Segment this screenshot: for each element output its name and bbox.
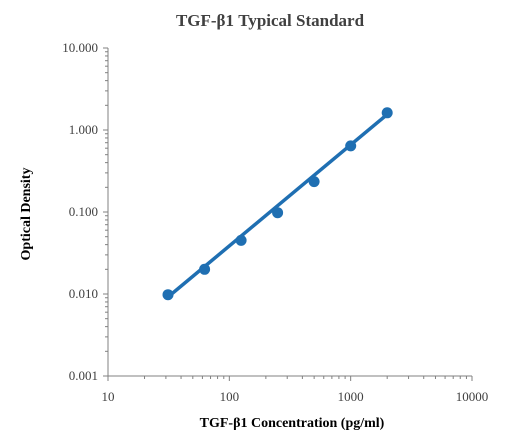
y-tick-label: 1.000 <box>69 122 98 137</box>
axes <box>107 48 472 377</box>
y-tick-label: 0.100 <box>69 204 98 219</box>
x-tick-label: 100 <box>220 389 240 404</box>
data-point <box>162 289 174 301</box>
x-tick-label: 1000 <box>338 389 364 404</box>
data-point <box>381 107 393 119</box>
x-axis-title: TGF-β1 Concentration (pg/ml) <box>200 416 385 431</box>
data-point <box>308 176 320 188</box>
x-tick-label: 10 <box>102 389 115 404</box>
series-layer <box>162 107 393 301</box>
data-point <box>199 263 211 275</box>
y-tick-label: 10.000 <box>62 40 98 55</box>
y-tick-label: 0.001 <box>69 368 98 383</box>
x-tick-label: 10000 <box>456 389 489 404</box>
data-point <box>272 207 284 219</box>
x-axis-ticks: 10 100 1000 10000 <box>102 376 489 404</box>
chart-title: TGF-β1 Typical Standard <box>176 11 365 30</box>
y-axis-title: Optical Density <box>19 168 34 261</box>
y-tick-label: 0.010 <box>69 286 98 301</box>
data-point <box>235 234 247 246</box>
data-point <box>345 140 357 152</box>
y-axis-ticks: 0.001 0.010 0.100 1.000 10.000 <box>62 40 108 383</box>
